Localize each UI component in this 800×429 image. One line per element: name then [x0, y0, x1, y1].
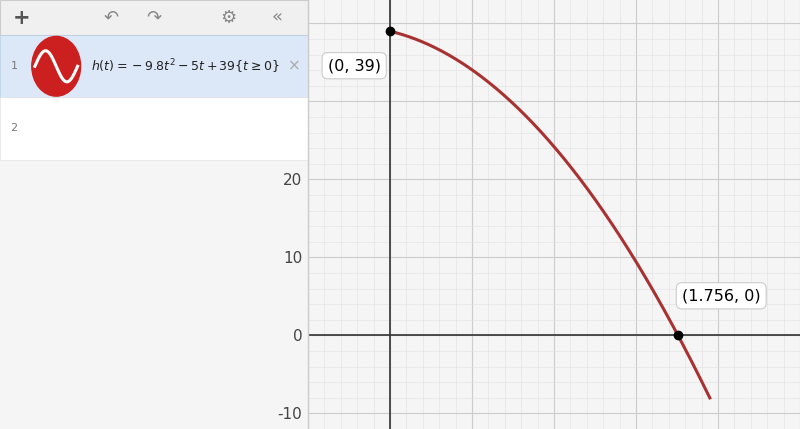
Text: ↷: ↷ [146, 9, 162, 27]
FancyBboxPatch shape [0, 0, 308, 35]
Text: 1: 1 [10, 61, 18, 71]
Text: ↶: ↶ [103, 9, 118, 27]
Text: +: + [13, 8, 30, 27]
Text: $h(t) = -9.8t^2 - 5t + 39\{t \geq 0\}$: $h(t) = -9.8t^2 - 5t + 39\{t \geq 0\}$ [90, 57, 279, 76]
Text: (1.756, 0): (1.756, 0) [682, 288, 761, 303]
Circle shape [32, 36, 81, 96]
Text: «: « [272, 9, 282, 27]
FancyBboxPatch shape [0, 35, 308, 97]
Text: 2: 2 [10, 124, 18, 133]
Text: (0, 39): (0, 39) [328, 58, 381, 73]
Text: ⚙: ⚙ [220, 9, 236, 27]
FancyBboxPatch shape [0, 97, 308, 160]
Text: ×: × [288, 59, 301, 74]
